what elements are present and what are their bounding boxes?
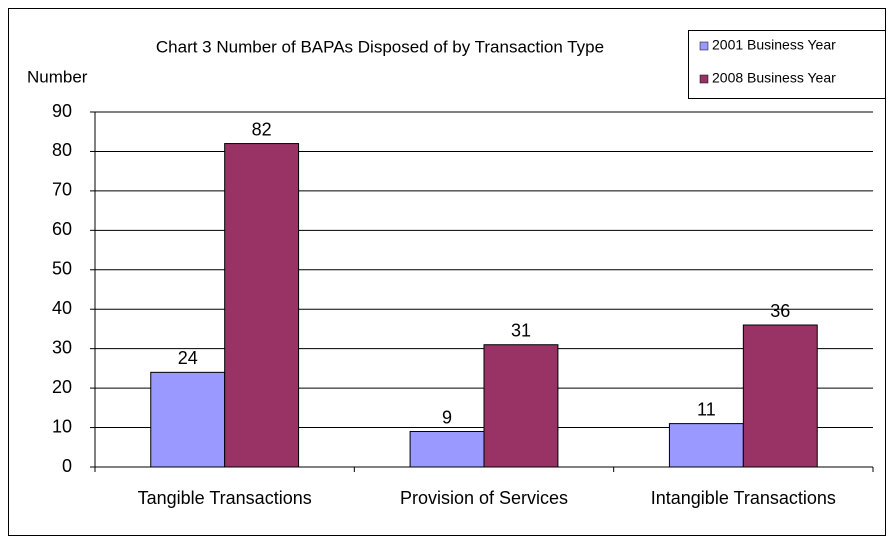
y-axis-label: Number	[27, 67, 88, 86]
y-tick-label: 50	[52, 259, 72, 279]
data-label: 11	[697, 399, 716, 419]
data-label: 9	[442, 407, 452, 427]
data-label: 31	[511, 320, 531, 340]
x-tick-label: Provision of Services	[400, 488, 568, 508]
y-tick-label: 60	[52, 219, 72, 239]
bar	[742, 324, 818, 468]
legend-box	[688, 30, 886, 99]
y-tick-label: 10	[52, 416, 72, 436]
bar	[150, 371, 226, 468]
bar	[668, 423, 744, 468]
legend-swatch	[699, 74, 709, 84]
chart-title: Chart 3 Number of BAPAs Disposed of by T…	[156, 37, 604, 56]
y-tick-label: 90	[52, 101, 72, 121]
y-tick-label: 30	[52, 337, 72, 357]
y-tick-label: 20	[52, 377, 72, 397]
y-tick-label: 70	[52, 180, 72, 200]
bar	[224, 143, 300, 468]
bar	[483, 344, 559, 468]
data-label: 24	[178, 348, 198, 368]
x-tick-label: Tangible Transactions	[138, 488, 312, 508]
data-label: 82	[252, 119, 272, 139]
y-tick-label: 80	[52, 140, 72, 160]
legend-label: 2001 Business Year	[712, 37, 836, 53]
legend-label: 2008 Business Year	[712, 70, 836, 86]
data-label: 36	[770, 301, 790, 321]
x-tick-label: Intangible Transactions	[651, 488, 836, 508]
bar	[409, 431, 485, 468]
y-tick-label: 0	[62, 456, 72, 476]
legend-swatch	[699, 41, 709, 51]
y-tick-label: 40	[52, 298, 72, 318]
